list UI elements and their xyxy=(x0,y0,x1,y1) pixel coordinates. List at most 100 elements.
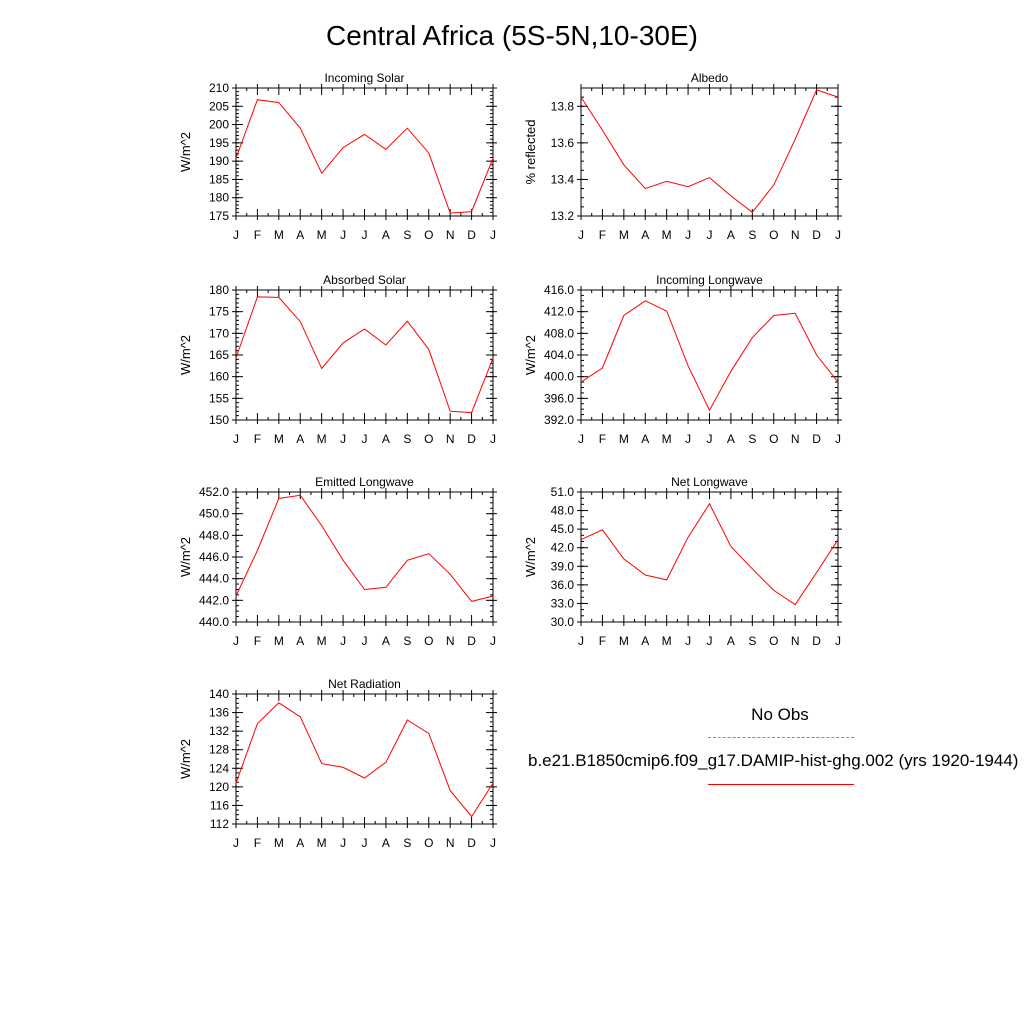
plot-frame xyxy=(235,289,494,421)
series-line xyxy=(580,300,839,412)
x-tick-label: M xyxy=(317,836,327,850)
x-tick-label: J xyxy=(340,432,346,446)
x-tick-label: A xyxy=(382,228,390,242)
legend-model-label: b.e21.B1850cmip6.f09_g17.DAMIP-hist-ghg.… xyxy=(528,751,1019,770)
x-tick-label: N xyxy=(791,432,800,446)
x-tick-label: S xyxy=(403,228,411,242)
y-tick-label: 446.0 xyxy=(199,550,229,564)
x-tick-label: F xyxy=(254,836,261,850)
y-tick-label: 452.0 xyxy=(199,485,229,499)
x-tick-label: M xyxy=(662,228,672,242)
y-tick-label: 180 xyxy=(209,191,229,205)
series-line xyxy=(235,494,494,602)
x-tick-label: J xyxy=(835,634,841,648)
x-tick-label: A xyxy=(641,228,649,242)
y-tick-label: 13.2 xyxy=(551,209,575,223)
plot-frame xyxy=(235,491,494,623)
y-tick-label: 45.0 xyxy=(551,522,575,536)
y-tick-label: 175 xyxy=(209,305,229,319)
y-tick-label: 400.0 xyxy=(544,370,574,384)
y-tick-label: 13.6 xyxy=(551,136,575,150)
chart-panel: Emitted Longwave W/m^2 440.0 442.0 444.0 446.… xyxy=(178,475,497,648)
x-tick-label: A xyxy=(382,432,390,446)
x-tick-label: A xyxy=(296,634,304,648)
x-tick-label: F xyxy=(254,432,261,446)
y-tick-label: 416.0 xyxy=(544,283,574,297)
x-tick-label: N xyxy=(791,634,800,648)
x-tick-label: O xyxy=(424,228,433,242)
x-tick-label: M xyxy=(619,634,629,648)
x-tick-label: S xyxy=(748,432,756,446)
x-tick-label: M xyxy=(317,432,327,446)
x-tick-label: J xyxy=(233,836,239,850)
x-tick-label: O xyxy=(424,634,433,648)
y-tick-label: 128 xyxy=(209,743,229,757)
x-tick-label: J xyxy=(835,432,841,446)
x-tick-label: A xyxy=(382,634,390,648)
x-tick-label: A xyxy=(727,432,735,446)
x-tick-label: M xyxy=(619,228,629,242)
x-tick-label: J xyxy=(362,432,368,446)
y-tick-label: 444.0 xyxy=(199,572,229,586)
x-tick-label: N xyxy=(446,836,455,850)
y-tick-label: 120 xyxy=(209,780,229,794)
y-tick-label: 190 xyxy=(209,154,229,168)
panel-title: Net Radiation xyxy=(328,677,401,691)
series-line xyxy=(235,296,494,414)
y-tick-label: 165 xyxy=(209,348,229,362)
panel-title: Incoming Solar xyxy=(324,71,404,85)
y-tick-label: 13.8 xyxy=(551,99,575,113)
x-tick-label: O xyxy=(769,228,778,242)
x-tick-label: J xyxy=(578,228,584,242)
x-tick-label: O xyxy=(424,836,433,850)
y-tick-label: 51.0 xyxy=(551,485,575,499)
x-tick-label: D xyxy=(467,634,476,648)
x-tick-label: M xyxy=(662,634,672,648)
x-tick-label: F xyxy=(599,432,606,446)
x-tick-label: J xyxy=(340,634,346,648)
y-tick-label: 13.4 xyxy=(551,172,575,186)
x-tick-label: N xyxy=(446,228,455,242)
y-tick-label: 170 xyxy=(209,326,229,340)
x-tick-label: N xyxy=(446,432,455,446)
y-tick-label: 396.0 xyxy=(544,391,574,405)
x-tick-label: J xyxy=(685,432,691,446)
x-tick-label: A xyxy=(641,432,649,446)
y-tick-label: 42.0 xyxy=(551,541,575,555)
y-tick-label: 392.0 xyxy=(544,413,574,427)
y-axis-label: W/m^2 xyxy=(178,132,193,172)
x-tick-label: J xyxy=(707,634,713,648)
x-tick-label: A xyxy=(296,836,304,850)
x-tick-label: A xyxy=(296,228,304,242)
legend-obs-label: No Obs xyxy=(751,705,809,724)
x-tick-label: J xyxy=(490,634,496,648)
panel-title: Emitted Longwave xyxy=(315,475,414,489)
panel-title: Net Longwave xyxy=(671,475,748,489)
x-tick-label: J xyxy=(490,836,496,850)
y-tick-label: 180 xyxy=(209,283,229,297)
x-tick-label: A xyxy=(296,432,304,446)
y-tick-label: 408.0 xyxy=(544,326,574,340)
x-tick-label: J xyxy=(578,432,584,446)
x-tick-label: M xyxy=(317,228,327,242)
plot-frame xyxy=(235,693,494,825)
plot-frame xyxy=(235,87,494,217)
legend-obs-line xyxy=(708,737,854,738)
y-tick-label: 48.0 xyxy=(551,504,575,518)
y-axis-label: W/m^2 xyxy=(178,739,193,779)
y-tick-label: 33.0 xyxy=(551,596,575,610)
y-tick-label: 30.0 xyxy=(551,615,575,629)
x-tick-label: J xyxy=(490,432,496,446)
y-tick-label: 160 xyxy=(209,370,229,384)
y-tick-label: 442.0 xyxy=(199,593,229,607)
series-line xyxy=(580,89,839,213)
y-tick-label: 200 xyxy=(209,118,229,132)
x-tick-label: M xyxy=(274,634,284,648)
y-tick-label: 39.0 xyxy=(551,559,575,573)
x-tick-label: J xyxy=(233,432,239,446)
chart-panel: Net Radiation W/m^2 112 116 120 124 128 132 136 1… xyxy=(178,677,497,850)
legend-model-line xyxy=(708,784,854,785)
x-tick-label: O xyxy=(769,432,778,446)
x-tick-label: J xyxy=(685,634,691,648)
